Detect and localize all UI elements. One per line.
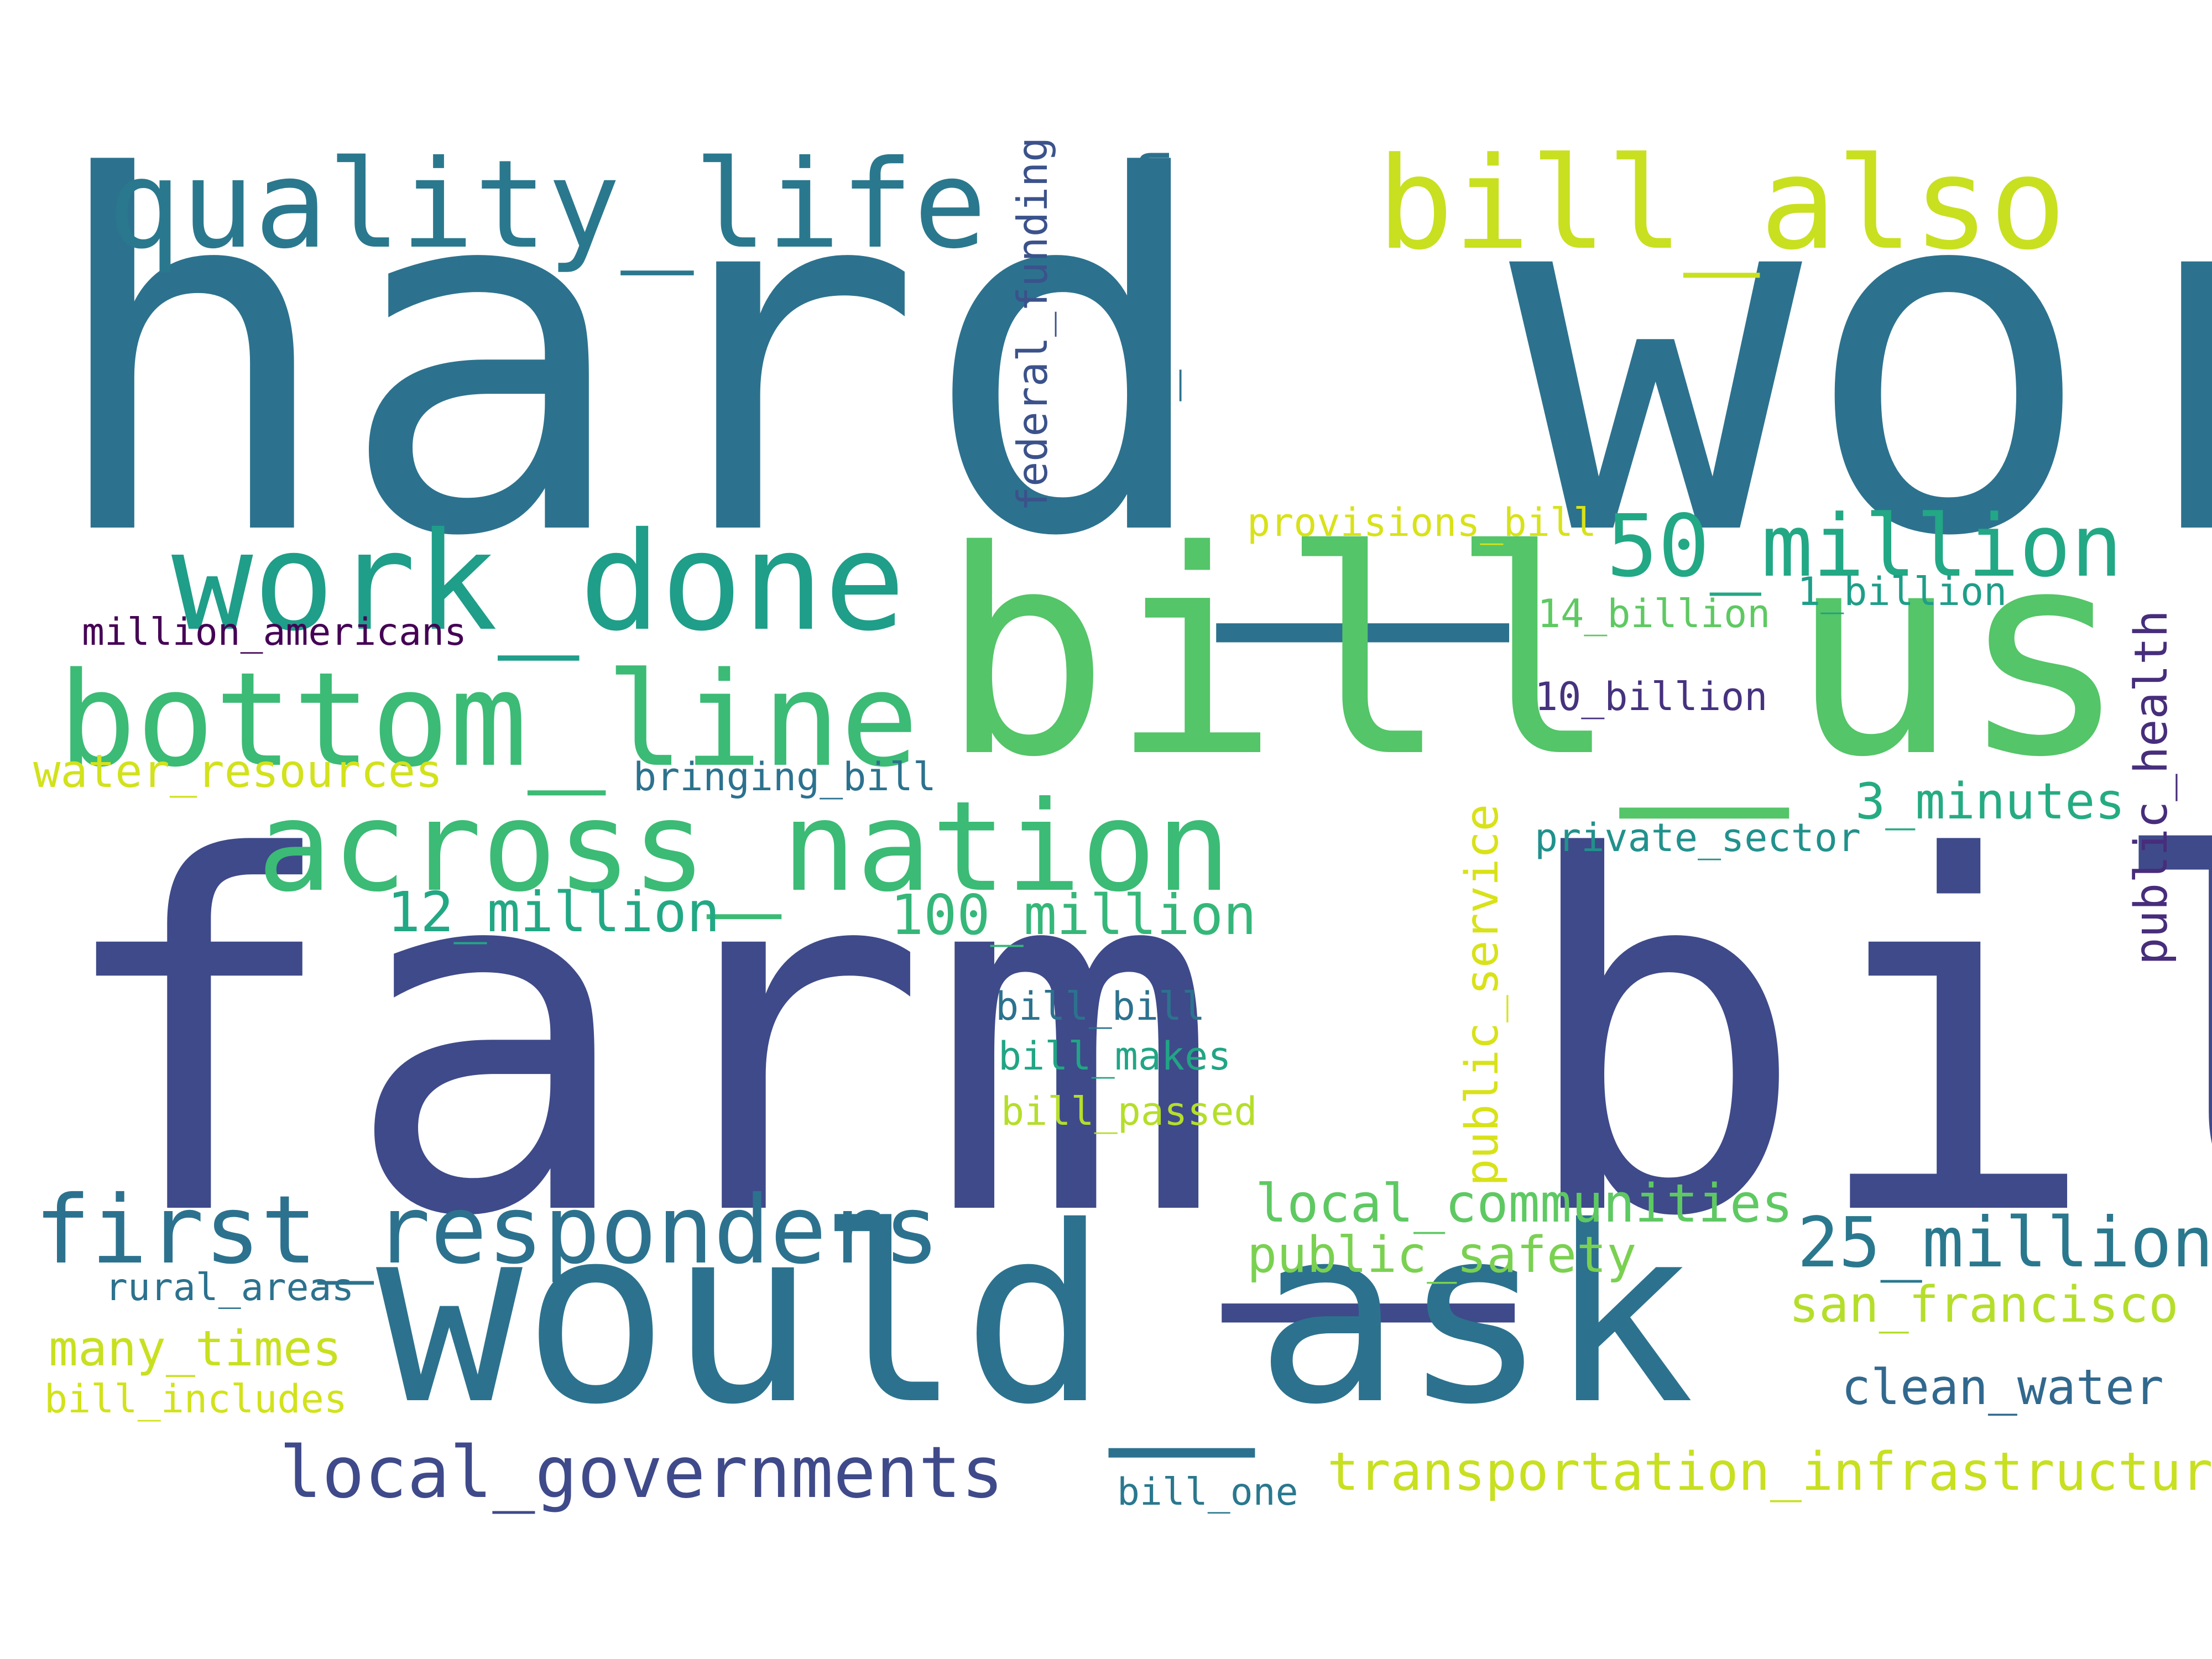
word: 50_million <box>1606 496 2123 596</box>
word: public_service <box>1456 804 1509 1186</box>
word: first_responders <box>34 1176 940 1285</box>
word: 10_billion <box>1535 674 1768 719</box>
word: bill_us <box>940 491 2129 819</box>
word: bill_makes <box>998 1034 1232 1079</box>
word: 14_billion <box>1537 591 1771 637</box>
word: local_communities <box>1255 1173 1793 1234</box>
word: 1_billion <box>1797 569 2007 614</box>
word: public_health <box>2125 610 2178 965</box>
word: million_americans <box>82 611 467 654</box>
word: san_francisco <box>1789 1276 2179 1334</box>
word: local_governments <box>279 1432 1004 1514</box>
word: bringing_bill <box>633 754 936 800</box>
word: rural_areas <box>105 1266 354 1310</box>
word: bill_bill <box>995 984 1206 1029</box>
word: 25_million <box>1797 1203 2212 1283</box>
word: private_sector <box>1535 815 1861 860</box>
word: quality_life <box>108 134 987 275</box>
word: federal_funding <box>1008 137 1057 512</box>
word: bottom_line <box>58 645 919 796</box>
word: provisions_bill <box>1247 500 1597 545</box>
word: farm_bill <box>50 756 2212 1323</box>
word: hard_work <box>44 76 2212 643</box>
word: 12_million <box>387 880 721 945</box>
word: water_resources <box>33 745 443 798</box>
word: work_done <box>171 503 906 661</box>
word: many_times <box>49 1320 342 1377</box>
word: would_ask <box>376 1175 1695 1458</box>
word: across_nation <box>257 775 1231 920</box>
word: transportation_infrastructure <box>1327 1442 2212 1503</box>
word: bill_includes <box>44 1376 347 1422</box>
word: 3_minutes <box>1855 773 2125 831</box>
word: clean_water <box>1841 1359 2164 1416</box>
word: bill_also <box>1377 131 2067 278</box>
word: public_safety <box>1247 1226 1637 1284</box>
word: 15_million <box>1121 148 1182 465</box>
word: bill_one <box>1117 1470 1298 1514</box>
word: bill_passed <box>1001 1089 1258 1134</box>
word: 100_million <box>890 883 1257 947</box>
